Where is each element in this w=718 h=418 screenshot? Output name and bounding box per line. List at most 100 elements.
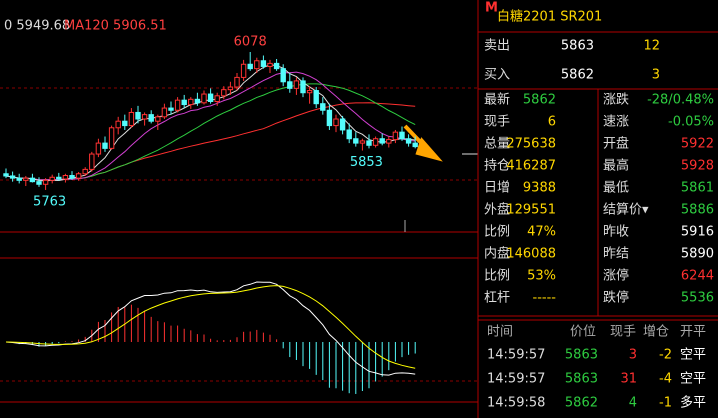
macd-line <box>5 281 416 376</box>
low-label: 5763 <box>33 194 66 209</box>
candle-body <box>49 176 55 181</box>
candle-body <box>293 80 300 89</box>
candle-body <box>36 181 42 185</box>
candle-body <box>155 116 161 122</box>
trade-volume: 31 <box>620 372 637 387</box>
candle-body <box>366 140 372 146</box>
trade-header: 价位 <box>570 325 596 340</box>
marker: M <box>485 1 498 16</box>
candle-body <box>326 109 333 127</box>
field-label: 日增 <box>484 181 510 196</box>
ask-label: 卖出 <box>484 39 510 54</box>
candle-body <box>128 111 135 127</box>
candle-body <box>313 90 319 105</box>
candle-body <box>207 93 214 102</box>
bid-volume: 3 <box>652 68 660 83</box>
field-value: 5536 <box>681 291 714 306</box>
field-value: 129551 <box>506 203 556 218</box>
candle-body <box>346 129 352 140</box>
ma-label: MA120 5906.51 <box>64 19 167 34</box>
field-value: 47% <box>527 225 556 240</box>
candle-body <box>141 114 148 120</box>
candle-chart: 6078 5763 5853 <box>3 35 418 394</box>
candle-body <box>56 176 62 180</box>
candle-body <box>82 168 88 175</box>
candle-body <box>16 177 22 181</box>
trade-price: 5863 <box>565 348 598 363</box>
candle-body <box>247 63 253 70</box>
trade-volume: 3 <box>629 348 637 363</box>
field-label: 最低 <box>603 181 629 196</box>
trade-header: 增仓 <box>643 325 669 340</box>
candle-body <box>412 142 418 148</box>
candle-body <box>240 63 247 78</box>
candle-body <box>69 175 75 179</box>
candle-body <box>168 107 174 111</box>
candle-body <box>95 142 102 155</box>
trade-price: 5863 <box>565 372 598 387</box>
candle-body <box>267 62 273 67</box>
bid-price: 5862 <box>561 68 594 83</box>
candle-body <box>254 60 260 70</box>
ask-volume: 12 <box>643 39 660 54</box>
candle-body <box>306 90 313 94</box>
field-label: 比例 <box>484 269 510 284</box>
trade-volume: 4 <box>629 396 637 411</box>
field-label: 总量 <box>484 137 510 152</box>
field-value: 53% <box>527 269 556 284</box>
candle-body <box>386 139 392 144</box>
candle-body <box>227 86 234 91</box>
candle-body <box>234 76 240 88</box>
field-value: 416287 <box>506 159 556 174</box>
field-value: 275638 <box>506 137 556 152</box>
field-label: 现手 <box>484 115 510 130</box>
field-value: -28/0.48% <box>647 93 714 108</box>
candle-body <box>273 62 280 70</box>
candle-body <box>161 107 168 118</box>
candle-body <box>29 177 36 183</box>
field-label: 跌停 <box>603 290 629 306</box>
field-value: 146088 <box>506 247 556 262</box>
field-value: 5861 <box>681 181 714 196</box>
candle-body <box>62 175 69 180</box>
candle-body <box>359 140 366 144</box>
field-label: 涨跌 <box>603 92 629 108</box>
field-label: 持仓 <box>484 159 510 174</box>
trade-time: 14:59:58 <box>487 396 545 411</box>
bid-label: 买入 <box>484 68 510 83</box>
candle-body <box>339 118 346 131</box>
candle-body <box>300 80 306 94</box>
field-label: 速涨 <box>603 115 629 130</box>
candle-body <box>353 138 359 144</box>
ma-label: 0 5949.68 <box>4 19 70 34</box>
field-label: 比例 <box>484 225 510 240</box>
candle-body <box>75 173 82 179</box>
trade-header: 时间 <box>487 325 513 340</box>
field-value: 5862 <box>523 93 556 108</box>
quote-title: 白糖2201 SR201 <box>497 9 602 25</box>
trade-header: 现手 <box>610 325 636 340</box>
candle-body <box>148 114 154 122</box>
field-label: 昨收 <box>603 225 629 240</box>
field-label: 外盘 <box>484 202 510 218</box>
candle-body <box>214 95 220 102</box>
candle-body <box>333 118 339 127</box>
field-value: 6244 <box>681 269 714 284</box>
candle-body <box>260 60 267 67</box>
candle-body <box>379 138 385 144</box>
trade-time: 14:59:57 <box>487 372 545 387</box>
candle-body <box>188 98 194 106</box>
field-label: 内盘 <box>484 246 510 262</box>
field-label: 开盘 <box>603 136 629 152</box>
trade-oi: -4 <box>659 372 672 387</box>
field-label: 结算价▾ <box>603 203 649 218</box>
candle-body <box>221 89 227 97</box>
ask-price: 5863 <box>561 39 594 54</box>
candle-body <box>399 131 405 140</box>
candle-body <box>194 98 201 104</box>
field-value: 5890 <box>681 247 714 262</box>
low-label: 5853 <box>350 155 383 170</box>
candle-body <box>23 177 29 181</box>
